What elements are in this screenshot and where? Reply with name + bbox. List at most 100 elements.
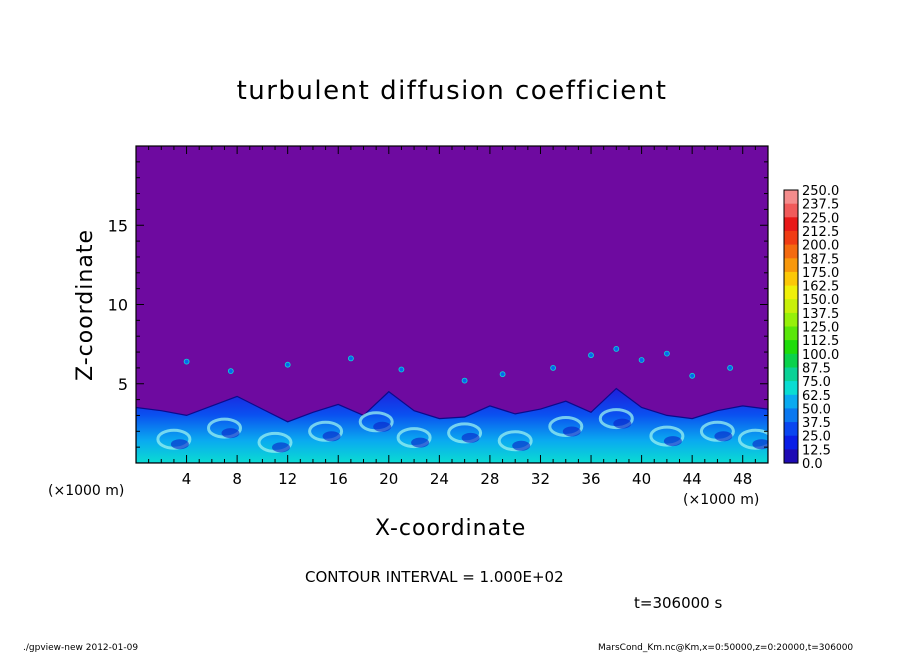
- turbulence-core: [461, 432, 480, 443]
- source-footer: MarsCond_Km.nc@Km,x=0:50000,z=0:20000,t=…: [598, 643, 854, 653]
- colorbar-swatch: [784, 394, 798, 409]
- colorbar-level-label: 200.0: [802, 239, 839, 254]
- turbulence-swirl: [207, 417, 242, 439]
- turbulence-swirl: [447, 422, 483, 444]
- turbulence-blob: [284, 361, 291, 368]
- colorbar: 250.0237.5225.0212.5200.0187.5175.0162.5…: [783, 184, 839, 472]
- y-tick-label: 5: [118, 375, 128, 394]
- colorbar-swatch: [784, 435, 798, 450]
- colorbar-swatch: [784, 367, 798, 382]
- x-axis-label: X-coordinate: [375, 516, 527, 541]
- colorbar-swatch: [784, 299, 798, 314]
- turbulence-blob: [398, 366, 405, 373]
- turbulence-core: [512, 440, 531, 451]
- colorbar-swatch: [784, 326, 798, 341]
- colorbar-swatch: [784, 422, 798, 437]
- turbulence-swirl: [358, 411, 394, 433]
- colorbar-level-label: 125.0: [802, 321, 839, 336]
- colorbar-level-label: 12.5: [802, 443, 831, 458]
- colorbar-level-label: 0.0: [802, 457, 823, 472]
- y-tick-label: 15: [108, 216, 128, 235]
- x-tick-label: 8: [232, 470, 242, 488]
- colorbar-level-label: 37.5: [802, 416, 831, 431]
- turbulence-blob: [347, 355, 354, 362]
- time-label: t=306000 s: [634, 594, 723, 612]
- turbulence-core: [613, 418, 632, 429]
- x-tick-label: 32: [531, 470, 550, 488]
- colorbar-swatch: [784, 312, 798, 328]
- colorbar-swatch: [784, 230, 798, 246]
- turbulence-blob: [227, 368, 234, 375]
- colorbar-level-label: 87.5: [802, 362, 831, 377]
- y-axis-label: Z-coordinate: [73, 229, 98, 381]
- colorbar-swatch: [784, 190, 798, 205]
- colorbar-level-label: 225.0: [802, 211, 839, 226]
- colorbar-level-label: 150.0: [802, 293, 839, 308]
- turbulence-blob: [550, 364, 556, 371]
- chart-title: turbulent diffusion coefficient: [236, 76, 668, 106]
- turbulence-blob: [613, 345, 620, 352]
- turbulence-swirl: [308, 420, 344, 442]
- colorbar-swatch: [784, 353, 798, 368]
- turbulence-core: [663, 436, 682, 447]
- turbulence-blob: [461, 377, 468, 384]
- turbulence-swirl: [396, 427, 432, 449]
- turbulence-core: [562, 426, 581, 437]
- turbulence-core: [373, 421, 392, 432]
- turbulence-swirl: [737, 428, 768, 450]
- colorbar-level-label: 212.5: [802, 225, 839, 240]
- x-unit-label-right: (×1000 m): [683, 492, 760, 508]
- x-tick-label: 36: [581, 470, 600, 488]
- colorbar-level-label: 50.0: [802, 402, 831, 417]
- x-tick-label: 16: [329, 470, 348, 488]
- colorbar-swatch: [784, 381, 798, 396]
- colorbar-swatch: [784, 217, 798, 232]
- turbulence-core: [322, 431, 341, 442]
- turbulence-blob: [183, 358, 190, 365]
- turbulence-field: [136, 345, 768, 463]
- x-unit-label: (×1000 m): [48, 483, 125, 499]
- turbulence-swirl: [257, 431, 293, 453]
- contour-interval: CONTOUR INTERVAL = 1.000E+02: [305, 568, 564, 586]
- x-tick-label: 44: [683, 470, 702, 488]
- colorbar-level-label: 100.0: [802, 348, 839, 363]
- colorbar-level-label: 237.5: [802, 198, 839, 213]
- x-tick-label: 28: [480, 470, 499, 488]
- turbulence-core: [714, 431, 733, 442]
- turbulence-blob: [638, 357, 645, 363]
- turbulence-blob: [588, 352, 594, 359]
- x-tick-label: 24: [430, 470, 449, 488]
- y-tick-label: 10: [108, 296, 128, 315]
- y-axis: 5 10 15: [108, 161, 768, 448]
- colorbar-level-label: 175.0: [802, 266, 839, 281]
- colorbar-swatch: [784, 271, 798, 287]
- x-tick-label: 4: [182, 470, 192, 488]
- turbulence-swirl: [156, 428, 192, 450]
- turbulence-swirl: [699, 420, 735, 442]
- x-axis: 4 8 12 16 20 24 28 32 36 40 44 48: [148, 146, 756, 488]
- turbulence-blob: [689, 372, 696, 379]
- colorbar-swatch: [784, 449, 798, 464]
- colorbar-level-label: 250.0: [802, 184, 839, 199]
- x-tick-label: 48: [733, 470, 752, 488]
- turbulence-core: [272, 442, 290, 453]
- colorbar-level-label: 25.0: [802, 430, 831, 445]
- colorbar-swatch: [784, 258, 798, 273]
- turbulence-blob: [664, 350, 670, 357]
- turbulence-core: [170, 439, 189, 450]
- colorbar-swatch: [784, 408, 798, 423]
- colorbar-level-label: 112.5: [802, 334, 839, 349]
- colorbar-level-label: 187.5: [802, 252, 839, 267]
- turbulence-blob: [727, 364, 733, 371]
- colorbar-level-label: 137.5: [802, 307, 839, 322]
- turbulence-core: [221, 428, 240, 439]
- colorbar-swatch: [784, 285, 798, 300]
- colorbar-swatch: [784, 203, 798, 218]
- turbulence-swirl: [649, 425, 685, 447]
- colorbar-frame: [783, 189, 799, 464]
- x-tick-label: 20: [379, 470, 398, 488]
- colorbar-level-label: 75.0: [802, 375, 831, 390]
- turbulence-swirl: [598, 408, 634, 430]
- colorbar-level-label: 62.5: [802, 389, 831, 404]
